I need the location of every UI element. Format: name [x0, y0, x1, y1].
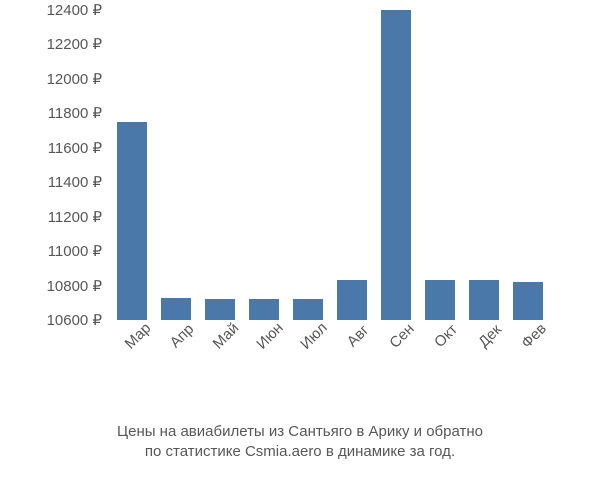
x-axis: МарАпрМайИюнИюлАвгСенОктДекФев — [110, 330, 550, 420]
y-tick-label: 11000 ₽ — [48, 242, 102, 260]
y-tick-label: 11800 ₽ — [48, 104, 102, 122]
y-tick-label: 12200 ₽ — [47, 35, 102, 53]
x-tick-label: Сен — [386, 320, 417, 351]
y-axis: 10600 ₽10800 ₽11000 ₽11200 ₽11400 ₽11600… — [0, 10, 110, 320]
x-tick-label: Фев — [518, 320, 550, 352]
bar — [381, 10, 412, 320]
x-tick-label: Май — [210, 320, 243, 353]
x-tick-label: Июн — [253, 319, 286, 352]
x-tick-label: Мар — [122, 320, 155, 353]
x-tick-label: Дек — [475, 321, 505, 351]
bar — [425, 280, 456, 320]
x-tick-label: Авг — [344, 322, 373, 351]
y-tick-label: 11400 ₽ — [48, 173, 102, 191]
y-tick-label: 10800 ₽ — [47, 277, 102, 295]
y-tick-label: 10600 ₽ — [47, 311, 102, 329]
y-tick-label: 12000 ₽ — [47, 70, 102, 88]
y-tick-label: 11200 ₽ — [48, 208, 102, 226]
chart-caption: Цены на авиабилеты из Сантьяго в Арику и… — [0, 422, 600, 463]
caption-line-2: по статистике Csmia.aero в динамике за г… — [0, 442, 600, 462]
bar — [117, 122, 148, 320]
x-tick-label: Июл — [297, 319, 331, 353]
x-tick-label: Апр — [167, 321, 198, 352]
y-tick-label: 12400 ₽ — [47, 1, 102, 19]
bar — [513, 282, 544, 320]
price-bar-chart: 10600 ₽ 10800 ₽ 11000 ₽ 11200 ₽ 11400 ₽ 11600… — [0, 0, 600, 500]
bar — [293, 299, 324, 320]
bars-layer — [110, 10, 550, 320]
bar — [469, 280, 500, 320]
bar — [337, 280, 368, 320]
bar — [205, 299, 236, 320]
bar — [161, 298, 192, 320]
x-tick-label: Окт — [431, 321, 461, 351]
bar — [249, 299, 280, 320]
caption-line-1: Цены на авиабилеты из Сантьяго в Арику и… — [0, 422, 600, 442]
plot-area — [110, 10, 550, 320]
y-tick-label: 11600 ₽ — [48, 139, 102, 157]
